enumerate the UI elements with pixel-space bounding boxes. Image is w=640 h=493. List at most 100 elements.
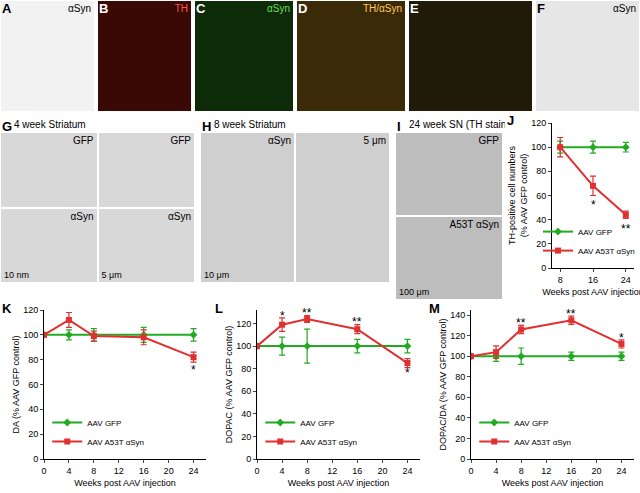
svg-text:100: 100 [23,330,38,340]
svg-text:Weeks post AAV injection: Weeks post AAV injection [502,478,604,488]
svg-text:120: 120 [23,305,38,315]
svg-text:80: 80 [241,364,251,374]
svg-text:*: * [280,309,285,323]
svg-text:Weeks post AAV injection: Weeks post AAV injection [288,478,390,488]
html-text:αSyn: αSyn [68,3,91,14]
svg-text:AAV A53T αSyn: AAV A53T αSyn [514,438,571,447]
html-text:5 μm: 5 μm [363,135,386,146]
svg-text:**: ** [621,222,631,236]
svg-text:20: 20 [536,239,546,249]
svg-text:60: 60 [28,380,38,390]
svg-text:DOPAC/DA (% AAV GFP control): DOPAC/DA (% AAV GFP control) [438,318,448,450]
html-text:TH: TH [174,3,188,14]
svg-text:AAV GFP: AAV GFP [87,419,121,428]
svg-text:20: 20 [455,434,465,444]
svg-text:20: 20 [377,466,387,476]
svg-text:8: 8 [519,466,524,476]
html-text:C: C [196,1,206,16]
svg-text:AAV A53T αSyn: AAV A53T αSyn [300,438,357,447]
svg-text:*: * [405,366,410,380]
svg-text:*: * [191,363,196,377]
svg-text:20: 20 [591,466,601,476]
svg-text:100: 100 [236,341,251,351]
html-text:B: B [99,1,109,16]
svg-text:0: 0 [41,466,46,476]
html-text:αSyn: αSyn [268,135,291,146]
svg-text:24: 24 [616,466,626,476]
svg-text:20: 20 [241,432,251,442]
svg-text:16: 16 [352,466,362,476]
svg-text:DOPAC (% AAV GFP control): DOPAC (% AAV GFP control) [224,326,234,444]
html-text:GFP: GFP [72,135,94,146]
svg-text:40: 40 [536,215,546,225]
svg-text:8: 8 [558,275,563,285]
svg-text:40: 40 [455,413,465,423]
svg-text:60: 60 [536,191,546,201]
svg-text:*: * [591,198,596,212]
svg-text:4: 4 [280,466,285,476]
svg-text:24: 24 [189,466,199,476]
html-text:A: A [2,1,12,16]
html-text:4 week Striatum: 4 week Striatum [14,119,86,130]
svg-text:8: 8 [305,466,310,476]
svg-text:12: 12 [114,466,124,476]
html-text:GFP: GFP [170,135,191,146]
svg-text:120: 120 [531,118,546,128]
svg-text:12: 12 [327,466,337,476]
svg-text:**: ** [566,307,576,321]
html-text:αSyn: αSyn [70,210,94,222]
html-text:G: G [2,119,13,134]
svg-text:24: 24 [402,466,412,476]
svg-text:80: 80 [455,372,465,382]
svg-text:*: * [619,331,624,345]
html-text:M: M [429,301,440,316]
html-text:αSyn: αSyn [613,3,636,14]
html-text:αSyn: αSyn [168,210,191,222]
svg-text:4: 4 [66,466,71,476]
svg-text:0: 0 [246,454,251,464]
svg-text:AAV A53T αSyn: AAV A53T αSyn [87,438,144,447]
svg-text:**: ** [302,306,312,320]
html-text:TH/αSyn: TH/αSyn [362,3,402,14]
svg-text:100: 100 [531,142,546,152]
svg-text:AAV GFP: AAV GFP [578,228,612,237]
svg-text:20: 20 [28,429,38,439]
svg-text:0: 0 [254,466,259,476]
svg-text:0: 0 [33,454,38,464]
svg-text:DA (% AAV GFP control): DA (% AAV GFP control) [11,335,21,433]
svg-text:**: ** [352,315,362,329]
svg-text:80: 80 [536,166,546,176]
svg-text:AAV A53T αSyn: AAV A53T αSyn [578,247,635,256]
svg-text:8: 8 [91,466,96,476]
svg-text:12: 12 [541,466,551,476]
svg-text:Weeks post AAV injection: Weeks post AAV injection [74,478,176,488]
svg-text:80: 80 [28,355,38,365]
svg-text:16: 16 [588,275,598,285]
svg-text:40: 40 [28,404,38,414]
svg-text:Weeks post AAV injection: Weeks post AAV injection [542,287,640,297]
html-text:24 week SN (TH staining): 24 week SN (TH staining) [409,119,523,130]
svg-text:20: 20 [164,466,174,476]
svg-text:100: 100 [450,351,465,361]
svg-text:16: 16 [566,466,576,476]
svg-text:TH-positive cell numbers(% AAV: TH-positive cell numbers(% AAV GFP contr… [507,145,529,245]
svg-text:60: 60 [241,386,251,396]
html-text:GFP: GFP [478,135,499,146]
svg-text:16: 16 [139,466,149,476]
svg-text:0: 0 [460,454,465,464]
svg-text:40: 40 [241,409,251,419]
svg-text:0: 0 [541,263,546,273]
html-text:A53T αSyn: A53T αSyn [449,219,499,230]
svg-text:AAV GFP: AAV GFP [514,419,548,428]
svg-text:AAV GFP: AAV GFP [300,419,334,428]
svg-text:**: ** [516,316,526,330]
svg-text:120: 120 [450,331,465,341]
svg-text:120: 120 [236,319,251,329]
svg-text:140: 140 [450,310,465,320]
svg-text:0: 0 [468,466,473,476]
html-text:8 week Striatum: 8 week Striatum [214,119,286,130]
html-text:αSyn: αSyn [267,3,290,14]
svg-text:4: 4 [494,466,499,476]
svg-text:24: 24 [621,275,631,285]
svg-text:60: 60 [455,392,465,402]
